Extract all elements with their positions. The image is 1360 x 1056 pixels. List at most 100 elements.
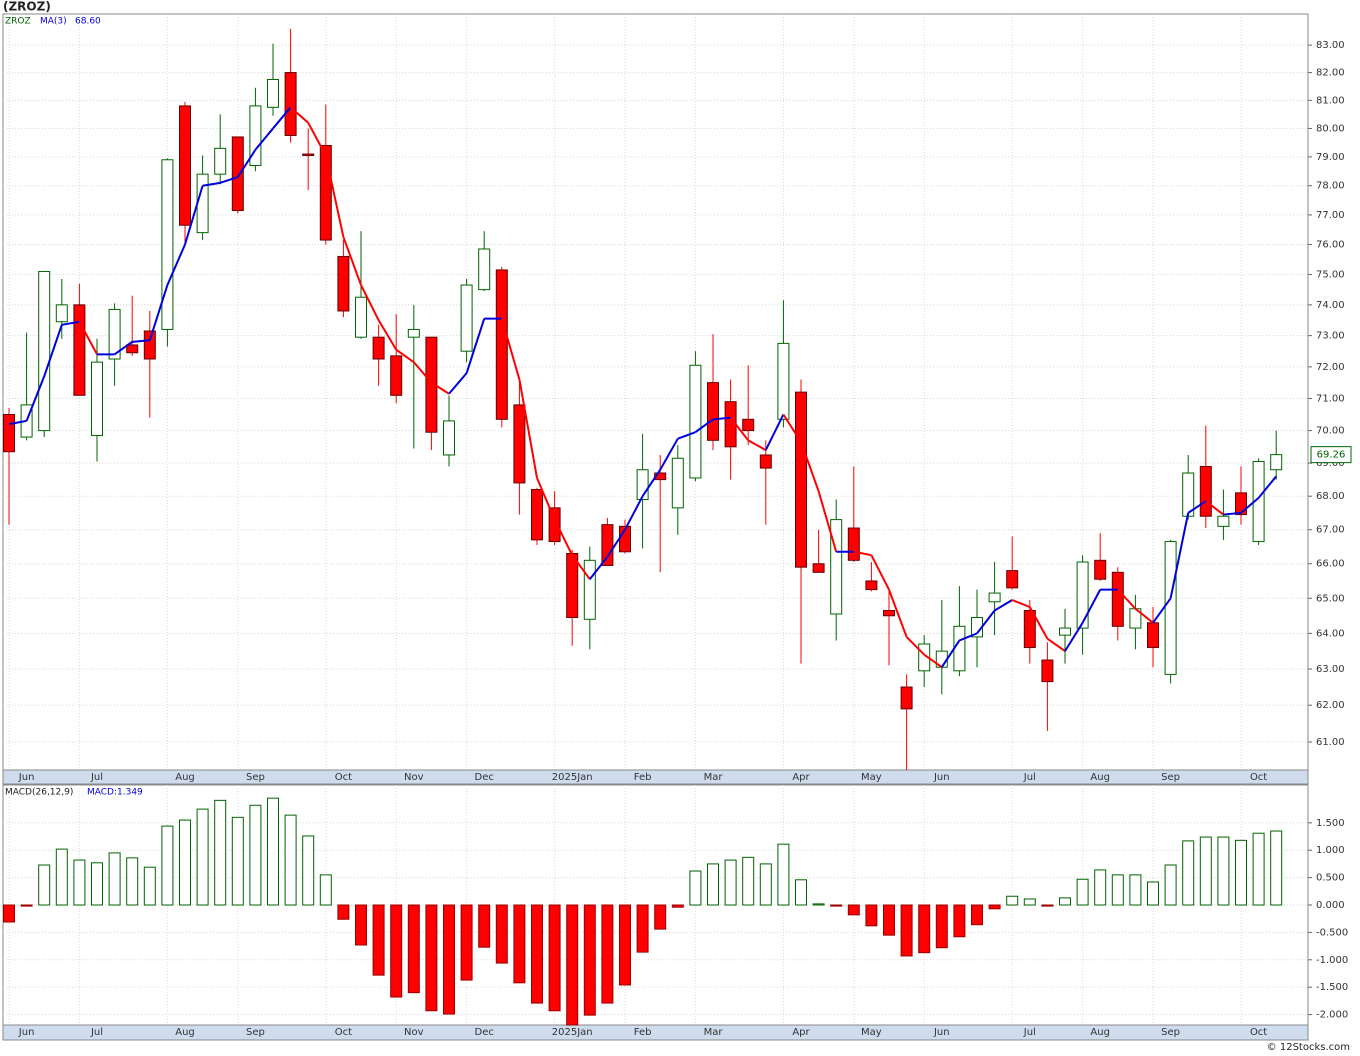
y-tick-label: 73.00: [1316, 331, 1345, 342]
ma-line: [184, 185, 204, 245]
macd-bar: [267, 797, 279, 906]
ma-line: [1187, 500, 1207, 514]
x-tick-label: Sep: [1161, 772, 1180, 783]
candle-body: [988, 592, 1001, 603]
candle-body: [1023, 610, 1036, 649]
macd-bar: [161, 825, 174, 906]
macd-bar: [795, 879, 807, 906]
y-tick-label: 72.00: [1316, 362, 1345, 373]
candle-body: [1041, 659, 1054, 683]
ma-line: [800, 441, 820, 492]
macd-bar: [971, 904, 983, 926]
x-tick-label: Feb: [634, 772, 652, 783]
macd-bar: [390, 904, 403, 998]
candle-body: [1270, 454, 1283, 471]
macd-bar: [759, 863, 772, 906]
candle-body: [443, 420, 455, 456]
ma-line: [430, 381, 450, 395]
x-tick-label: Jul: [90, 1027, 103, 1038]
candle-body: [196, 173, 209, 234]
ma-line: [25, 375, 46, 422]
candle-body: [478, 248, 491, 291]
candle-body: [883, 610, 895, 617]
y-tick-label: 1.500: [1316, 818, 1345, 829]
macd-bar: [812, 903, 825, 906]
ma-line: [1028, 606, 1049, 640]
macd-bar: [566, 904, 579, 1026]
y-tick-label: 76.00: [1316, 240, 1345, 251]
ma-line: [8, 419, 27, 426]
ma-line: [307, 122, 327, 156]
macd-bar: [196, 808, 209, 906]
candle-body: [548, 507, 561, 543]
candle-body: [865, 580, 878, 591]
candle-body: [601, 524, 614, 566]
x-tick-label: Jul: [90, 772, 103, 783]
candle-body: [390, 355, 403, 396]
macd-bar: [1059, 897, 1071, 906]
macd-bar: [1094, 869, 1107, 906]
macd-bar: [179, 819, 191, 906]
candle-body: [531, 489, 543, 541]
candle-body: [1199, 465, 1212, 517]
ma-line: [43, 324, 63, 377]
ma-line: [1046, 637, 1066, 652]
x-tick-label: May: [861, 772, 882, 783]
macd-bar: [425, 904, 438, 1012]
ma-line: [624, 495, 644, 531]
candle-body: [513, 404, 526, 484]
candle-body: [460, 284, 473, 352]
y-tick-label: 81.00: [1316, 95, 1345, 106]
macd-bar: [1076, 878, 1089, 906]
macd-bar: [689, 870, 702, 906]
ma-line: [659, 438, 679, 471]
macd-bar: [1129, 874, 1142, 906]
macd-bar: [495, 904, 508, 964]
macd-bar: [108, 852, 121, 906]
ma-line: [518, 379, 538, 479]
y-tick-label: 61.00: [1316, 737, 1345, 748]
candle-body: [900, 686, 913, 710]
macd-bar: [847, 904, 860, 916]
macd-bar: [355, 904, 367, 946]
macd-bar: [126, 857, 139, 906]
candle-body: [847, 527, 860, 561]
ma-line: [289, 106, 309, 124]
x-tick-label: Aug: [1090, 1027, 1110, 1038]
macd-bar: [1111, 874, 1124, 906]
candle-body: [3, 413, 15, 453]
y-tick-label: 62.00: [1316, 700, 1345, 711]
macd-bar: [20, 904, 33, 907]
candle-body: [1111, 571, 1124, 627]
macd-bar: [619, 904, 631, 986]
macd-bar: [1217, 836, 1230, 906]
x-tick-label: Oct: [335, 772, 352, 783]
y-tick-label: 1.000: [1316, 845, 1345, 856]
ma-line: [589, 556, 609, 580]
macd-bar: [214, 799, 227, 906]
candle-body: [38, 270, 51, 432]
ma-line: [870, 554, 890, 591]
candle-body: [337, 255, 350, 312]
macd-bar: [918, 904, 931, 954]
legend-series: MA(3): [40, 17, 67, 27]
candle-body: [1059, 627, 1071, 636]
y-tick-label: 67.00: [1316, 525, 1345, 536]
ma-line: [448, 372, 468, 395]
last-price-label: 69.26: [1317, 450, 1346, 461]
macd-bar: [601, 904, 614, 1004]
macd-bar: [636, 904, 649, 953]
chart-title: (ZROZ): [3, 0, 51, 14]
ma-line: [940, 639, 961, 668]
ma-line: [272, 106, 292, 130]
macd-bar: [1199, 836, 1212, 906]
candle-body: [583, 559, 596, 620]
ma-line: [817, 490, 838, 553]
x-tick-label: Mar: [704, 772, 724, 783]
candle-body: [742, 418, 755, 432]
y-tick-label: -1.000: [1316, 955, 1348, 966]
candle-body: [495, 269, 508, 420]
candle-body: [1006, 570, 1019, 589]
ma-line: [571, 554, 591, 580]
ma-line: [712, 416, 731, 421]
